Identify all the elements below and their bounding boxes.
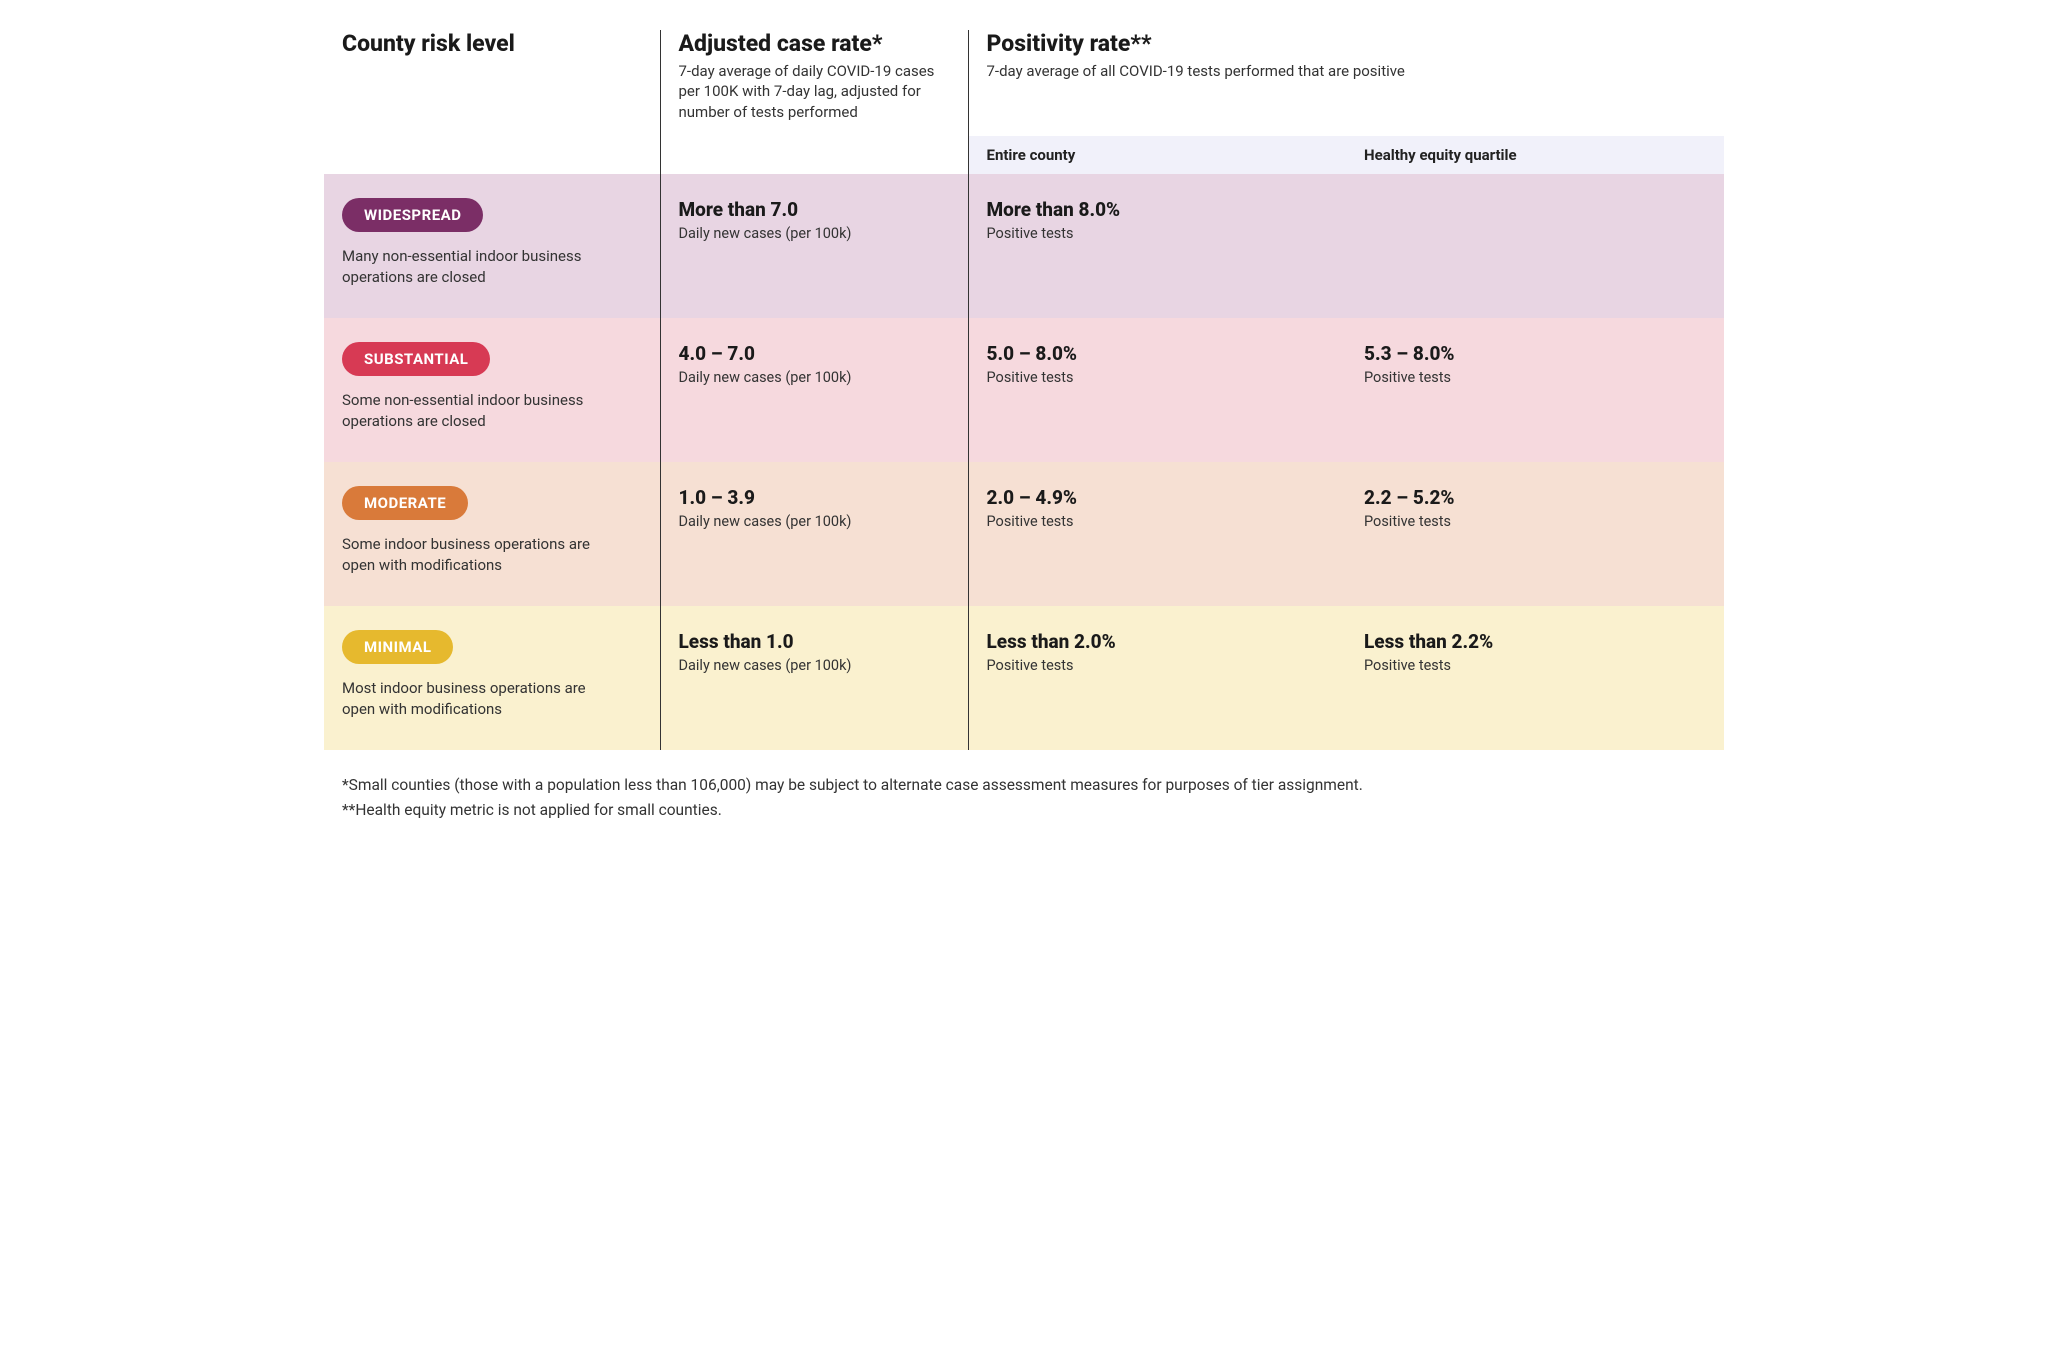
footnote-a: *Small counties (those with a population… bbox=[342, 774, 1706, 797]
header-subtitle: 7-day average of all COVID-19 tests perf… bbox=[987, 61, 1707, 81]
metric-sublabel: Positive tests bbox=[1364, 513, 1706, 530]
footnote-b: **Health equity metric is not applied fo… bbox=[342, 799, 1706, 822]
metric-sublabel: Positive tests bbox=[987, 657, 1329, 674]
metric-value: Less than 2.0% bbox=[987, 630, 1329, 653]
tier-pos-entire: Less than 2.0% Positive tests bbox=[968, 606, 1346, 750]
subheader-entire-county: Entire county bbox=[968, 136, 1346, 174]
subheader-blank bbox=[660, 136, 968, 174]
metric-value: Less than 2.2% bbox=[1364, 630, 1706, 653]
metric-value: 2.0 – 4.9% bbox=[987, 486, 1329, 509]
tier-label-cell: MODERATE Some indoor business operations… bbox=[324, 462, 660, 606]
subheader-blank bbox=[324, 136, 660, 174]
header-case-rate: Adjusted case rate* 7-day average of dai… bbox=[660, 30, 968, 136]
subheader-heq: Healthy equity quartile bbox=[1346, 136, 1724, 174]
metric-value: 4.0 – 7.0 bbox=[679, 342, 950, 365]
subheader-row: Entire county Healthy equity quartile bbox=[324, 136, 1724, 174]
metric-value: 2.2 – 5.2% bbox=[1364, 486, 1706, 509]
tier-label-cell: SUBSTANTIAL Some non-essential indoor bu… bbox=[324, 318, 660, 462]
tier-case-rate: 4.0 – 7.0 Daily new cases (per 100k) bbox=[660, 318, 968, 462]
tier-pill: SUBSTANTIAL bbox=[342, 342, 490, 376]
tier-pos-entire: 5.0 – 8.0% Positive tests bbox=[968, 318, 1346, 462]
tier-pos-heq: 5.3 – 8.0% Positive tests bbox=[1346, 318, 1724, 462]
metric-sublabel: Positive tests bbox=[987, 225, 1329, 242]
tier-pill: MODERATE bbox=[342, 486, 468, 520]
tier-description: Most indoor business operations are open… bbox=[342, 678, 602, 720]
tier-case-rate: More than 7.0 Daily new cases (per 100k) bbox=[660, 174, 968, 318]
tier-row: WIDESPREAD Many non-essential indoor bus… bbox=[324, 174, 1724, 318]
tier-description: Many non-essential indoor business opera… bbox=[342, 246, 602, 288]
tier-pos-heq: 2.2 – 5.2% Positive tests bbox=[1346, 462, 1724, 606]
tier-pill: MINIMAL bbox=[342, 630, 453, 664]
tier-description: Some indoor business operations are open… bbox=[342, 534, 602, 576]
header-title: County risk level bbox=[342, 30, 642, 57]
metric-sublabel: Daily new cases (per 100k) bbox=[679, 369, 950, 386]
metric-sublabel: Daily new cases (per 100k) bbox=[679, 513, 950, 530]
tier-pos-entire: 2.0 – 4.9% Positive tests bbox=[968, 462, 1346, 606]
metric-value: 5.0 – 8.0% bbox=[987, 342, 1329, 365]
tier-row: SUBSTANTIAL Some non-essential indoor bu… bbox=[324, 318, 1724, 462]
metric-sublabel: Positive tests bbox=[987, 513, 1329, 530]
tier-pos-entire: More than 8.0% Positive tests bbox=[968, 174, 1346, 318]
metric-sublabel: Daily new cases (per 100k) bbox=[679, 225, 950, 242]
tier-row: MINIMAL Most indoor business operations … bbox=[324, 606, 1724, 750]
tier-case-rate: Less than 1.0 Daily new cases (per 100k) bbox=[660, 606, 968, 750]
header-risk-level: County risk level bbox=[324, 30, 660, 136]
risk-table: County risk level Adjusted case rate* 7-… bbox=[324, 30, 1724, 750]
metric-sublabel: Positive tests bbox=[1364, 657, 1706, 674]
metric-value: More than 8.0% bbox=[987, 198, 1329, 221]
tier-pos-heq bbox=[1346, 174, 1724, 318]
header-subtitle: 7-day average of daily COVID-19 cases pe… bbox=[679, 61, 950, 122]
metric-value: More than 7.0 bbox=[679, 198, 950, 221]
metric-sublabel: Daily new cases (per 100k) bbox=[679, 657, 950, 674]
metric-value: 1.0 – 3.9 bbox=[679, 486, 950, 509]
header-title: Adjusted case rate* bbox=[679, 30, 950, 57]
tier-label-cell: MINIMAL Most indoor business operations … bbox=[324, 606, 660, 750]
metric-value: 5.3 – 8.0% bbox=[1364, 342, 1706, 365]
header-positivity: Positivity rate** 7-day average of all C… bbox=[968, 30, 1724, 136]
tier-row: MODERATE Some indoor business operations… bbox=[324, 462, 1724, 606]
header-title: Positivity rate** bbox=[987, 30, 1707, 57]
tier-label-cell: WIDESPREAD Many non-essential indoor bus… bbox=[324, 174, 660, 318]
metric-sublabel: Positive tests bbox=[987, 369, 1329, 386]
tier-case-rate: 1.0 – 3.9 Daily new cases (per 100k) bbox=[660, 462, 968, 606]
metric-value: Less than 1.0 bbox=[679, 630, 950, 653]
tier-description: Some non-essential indoor business opera… bbox=[342, 390, 602, 432]
footnotes: *Small counties (those with a population… bbox=[324, 774, 1724, 823]
tier-pos-heq: Less than 2.2% Positive tests bbox=[1346, 606, 1724, 750]
tier-pill: WIDESPREAD bbox=[342, 198, 483, 232]
header-row: County risk level Adjusted case rate* 7-… bbox=[324, 30, 1724, 136]
risk-table-container: County risk level Adjusted case rate* 7-… bbox=[324, 30, 1724, 750]
metric-sublabel: Positive tests bbox=[1364, 369, 1706, 386]
